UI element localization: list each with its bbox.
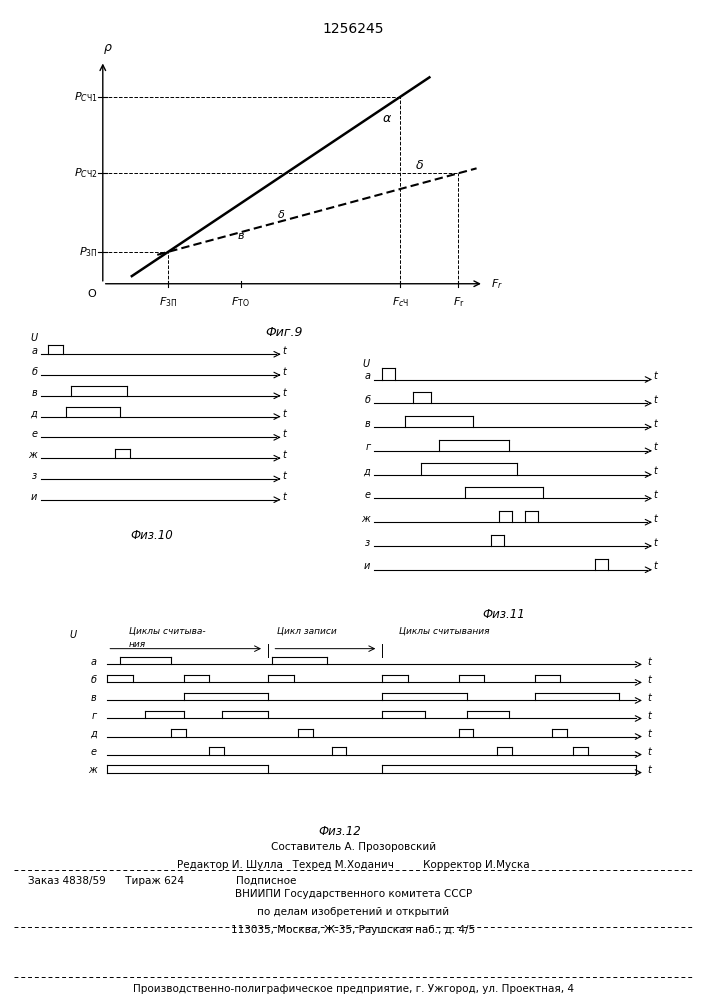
Text: по делам изобретений и открытий: по делам изобретений и открытий bbox=[257, 907, 450, 917]
Text: t: t bbox=[647, 765, 651, 775]
Text: $\mathit{в}$: $\mathit{в}$ bbox=[237, 231, 245, 241]
Text: t: t bbox=[282, 429, 286, 439]
Text: и: и bbox=[31, 492, 37, 502]
Text: Редактор И. Шулла   Техред М.Ходанич         Корректор И.Муска: Редактор И. Шулла Техред М.Ходанич Корре… bbox=[177, 860, 530, 870]
Text: Заказ 4838/59      Тираж 624                Подписное: Заказ 4838/59 Тираж 624 Подписное bbox=[28, 876, 297, 886]
Text: е: е bbox=[90, 747, 97, 757]
Text: t: t bbox=[653, 490, 658, 500]
Text: $F_{\mathsf{r}}$: $F_{\mathsf{r}}$ bbox=[452, 295, 464, 309]
Text: ж: ж bbox=[88, 765, 97, 775]
Text: t: t bbox=[282, 450, 286, 460]
Text: з: з bbox=[366, 538, 370, 548]
Text: $\delta$: $\delta$ bbox=[415, 159, 424, 172]
Text: t: t bbox=[647, 747, 651, 757]
Text: t: t bbox=[653, 442, 658, 452]
Text: t: t bbox=[647, 729, 651, 739]
Text: t: t bbox=[653, 371, 658, 381]
Text: U: U bbox=[70, 630, 77, 640]
Text: б: б bbox=[90, 675, 97, 685]
Text: е: е bbox=[364, 490, 370, 500]
Text: t: t bbox=[282, 492, 286, 502]
Text: t: t bbox=[647, 657, 651, 667]
Text: O: O bbox=[88, 289, 96, 299]
Text: в: в bbox=[365, 419, 370, 429]
Text: 113035, Москва, Ж-35, Раушская наб., д. 4/5: 113035, Москва, Ж-35, Раушская наб., д. … bbox=[231, 925, 476, 935]
Text: U: U bbox=[363, 359, 370, 369]
Text: Производственно-полиграфическое предприятие, г. Ужгород, ул. Проектная, 4: Производственно-полиграфическое предприя… bbox=[133, 984, 574, 994]
Text: Физ.12: Физ.12 bbox=[319, 825, 361, 838]
Text: в: в bbox=[91, 693, 97, 703]
Text: t: t bbox=[282, 346, 286, 356]
Text: t: t bbox=[653, 538, 658, 548]
Text: $\delta$: $\delta$ bbox=[277, 208, 285, 220]
Text: ния: ния bbox=[129, 640, 146, 649]
Text: $F_{\mathregular{r}}$: $F_{\mathregular{r}}$ bbox=[491, 277, 503, 291]
Text: Цикл записи: Цикл записи bbox=[276, 627, 337, 636]
Text: Физ.10: Физ.10 bbox=[131, 529, 174, 542]
Text: $P_{C\mathit{\mathsf{Ч}1}}$: $P_{C\mathit{\mathsf{Ч}1}}$ bbox=[74, 90, 98, 104]
Text: г: г bbox=[92, 711, 97, 721]
Text: t: t bbox=[647, 675, 651, 685]
Text: д: д bbox=[30, 409, 37, 419]
Text: б: б bbox=[31, 367, 37, 377]
Text: t: t bbox=[647, 693, 651, 703]
Text: t: t bbox=[653, 466, 658, 476]
Text: $P_{C\mathit{\mathsf{Ч}2}}$: $P_{C\mathit{\mathsf{Ч}2}}$ bbox=[74, 166, 98, 180]
Text: t: t bbox=[653, 419, 658, 429]
Text: $P_{3\Pi}$: $P_{3\Pi}$ bbox=[78, 245, 98, 259]
Text: а: а bbox=[31, 346, 37, 356]
Text: $\alpha$: $\alpha$ bbox=[382, 112, 392, 125]
Text: t: t bbox=[653, 514, 658, 524]
Text: а: а bbox=[90, 657, 97, 667]
Text: в: в bbox=[32, 388, 37, 398]
Text: Циклы считывания: Циклы считывания bbox=[399, 627, 490, 636]
Text: Циклы считыва-: Циклы считыва- bbox=[129, 627, 205, 636]
Text: t: t bbox=[282, 388, 286, 398]
Text: t: t bbox=[282, 409, 286, 419]
Text: б: б bbox=[364, 395, 370, 405]
Text: д: д bbox=[363, 466, 370, 476]
Text: ж: ж bbox=[361, 514, 370, 524]
Text: Составитель А. Прозоровский: Составитель А. Прозоровский bbox=[271, 842, 436, 852]
Text: е: е bbox=[31, 429, 37, 439]
Text: $F_{c\mathsf{Ч}}$: $F_{c\mathsf{Ч}}$ bbox=[392, 295, 409, 309]
Text: $\rho$: $\rho$ bbox=[103, 42, 113, 56]
Text: ВНИИПИ Государственного комитета СССР: ВНИИПИ Государственного комитета СССР bbox=[235, 889, 472, 899]
Text: а: а bbox=[364, 371, 370, 381]
Text: Фиг.9: Фиг.9 bbox=[266, 326, 303, 339]
Text: t: t bbox=[653, 395, 658, 405]
Text: $F_{3\Pi}$: $F_{3\Pi}$ bbox=[159, 295, 177, 309]
Text: t: t bbox=[282, 367, 286, 377]
Text: t: t bbox=[653, 561, 658, 571]
Text: Физ.11: Физ.11 bbox=[483, 608, 525, 621]
Text: д: д bbox=[90, 729, 97, 739]
Text: t: t bbox=[647, 711, 651, 721]
Text: г: г bbox=[366, 442, 370, 452]
Text: и: и bbox=[364, 561, 370, 571]
Text: ж: ж bbox=[28, 450, 37, 460]
Text: 1256245: 1256245 bbox=[323, 22, 384, 36]
Text: з: з bbox=[32, 471, 37, 481]
Text: t: t bbox=[282, 471, 286, 481]
Text: U: U bbox=[30, 333, 37, 343]
Text: $F_{\mathsf{ТО}}$: $F_{\mathsf{ТО}}$ bbox=[231, 295, 250, 309]
